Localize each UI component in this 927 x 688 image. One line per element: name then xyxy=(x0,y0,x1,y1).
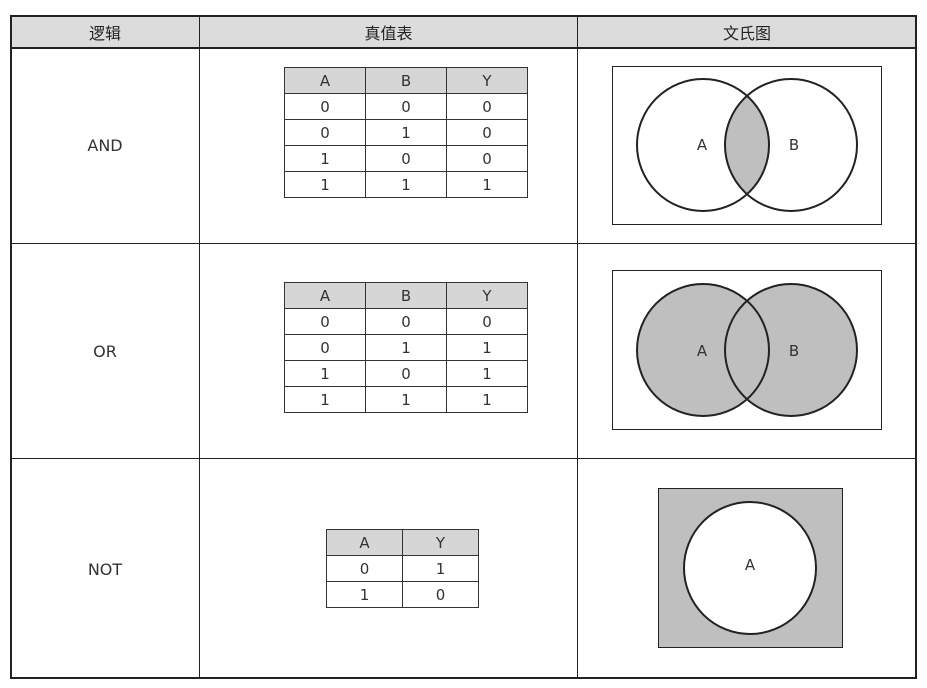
set-b-label: B xyxy=(789,342,799,360)
column-header: A xyxy=(284,282,366,309)
set-a-label: A xyxy=(745,556,756,574)
logic-or: OR xyxy=(93,341,117,361)
table-cell: 0 xyxy=(284,93,366,120)
header-truth-table: 真值表 xyxy=(364,23,413,43)
table-cell: 0 xyxy=(326,555,403,582)
table-row: 0 1 1 xyxy=(284,334,528,361)
table-cell: 0 xyxy=(446,119,528,146)
table-row: 1 0 0 xyxy=(284,145,528,172)
column-header: Y xyxy=(402,529,479,556)
truth-table-and: A B Y 0 0 0 0 1 0 1 0 0 1 1 1 xyxy=(284,67,528,198)
logic-and: AND xyxy=(87,136,123,155)
table-cell: 0 xyxy=(446,308,528,335)
table-row: 1 0 xyxy=(326,581,479,608)
set-a-label: A xyxy=(697,342,708,360)
set-b-fill xyxy=(725,284,857,416)
table-cell: 1 xyxy=(365,334,447,361)
table-row: 1 1 1 xyxy=(284,386,528,413)
set-b-label: B xyxy=(789,136,799,154)
table-row: 0 0 0 xyxy=(284,93,528,120)
table-cell: 0 xyxy=(446,145,528,172)
table-cell: 1 xyxy=(365,171,447,198)
table-row: 0 1 0 xyxy=(284,119,528,146)
table-cell: 1 xyxy=(284,171,366,198)
venn-diagram-or: A B xyxy=(612,270,882,430)
set-a-circle xyxy=(636,78,770,212)
row-divider-2 xyxy=(10,458,917,459)
table-cell: 1 xyxy=(284,360,366,387)
table-cell: 1 xyxy=(402,555,479,582)
intersection-region xyxy=(725,79,769,211)
table-row: 0 1 xyxy=(326,555,479,582)
column-header: A xyxy=(284,67,366,94)
column-header: A xyxy=(326,529,403,556)
set-b-circle xyxy=(724,283,858,417)
table-cell: 0 xyxy=(446,93,528,120)
table-cell: 1 xyxy=(446,334,528,361)
table-cell: 1 xyxy=(326,581,403,608)
column-header: Y xyxy=(446,282,528,309)
row-divider-1 xyxy=(10,243,917,244)
column-header: B xyxy=(365,282,447,309)
table-row: 1 0 1 xyxy=(284,360,528,387)
table-cell: 1 xyxy=(446,171,528,198)
table-cell: 1 xyxy=(446,360,528,387)
table-row: 0 0 0 xyxy=(284,308,528,335)
header-logic: 逻辑 xyxy=(88,23,121,43)
venn-diagram-and: A B xyxy=(612,66,882,225)
table-header-row: A B Y xyxy=(284,67,528,94)
table-cell: 0 xyxy=(365,145,447,172)
table-cell: 1 xyxy=(446,386,528,413)
table-cell: 1 xyxy=(365,386,447,413)
set-a-circle xyxy=(683,501,817,635)
table-cell: 1 xyxy=(284,386,366,413)
header-venn: 文氏图 xyxy=(722,23,771,43)
column-divider-1 xyxy=(199,15,200,679)
table-header-row: A Y xyxy=(326,529,479,556)
table-frame xyxy=(10,15,917,679)
table-header-row: A B Y xyxy=(284,282,528,309)
table-cell: 0 xyxy=(402,581,479,608)
header-divider xyxy=(10,47,917,49)
truth-table-not: A Y 0 1 1 0 xyxy=(326,529,479,608)
column-header: B xyxy=(365,67,447,94)
table-cell: 0 xyxy=(365,360,447,387)
column-divider-2 xyxy=(577,15,578,679)
set-a-circle xyxy=(636,283,770,417)
table-cell: 1 xyxy=(284,145,366,172)
table-cell: 0 xyxy=(284,119,366,146)
table-cell: 0 xyxy=(365,93,447,120)
logic-not: NOT xyxy=(87,559,123,579)
set-b-circle xyxy=(724,78,858,212)
table-row: 1 1 1 xyxy=(284,171,528,198)
truth-table-or: A B Y 0 0 0 0 1 1 1 0 1 1 1 1 xyxy=(284,282,528,413)
venn-diagram-not: A xyxy=(658,488,843,648)
header-background xyxy=(10,15,917,48)
table-cell: 0 xyxy=(365,308,447,335)
table-cell: 0 xyxy=(284,308,366,335)
column-header: Y xyxy=(446,67,528,94)
table-cell: 1 xyxy=(365,119,447,146)
set-a-label: A xyxy=(697,136,708,154)
table-cell: 0 xyxy=(284,334,366,361)
